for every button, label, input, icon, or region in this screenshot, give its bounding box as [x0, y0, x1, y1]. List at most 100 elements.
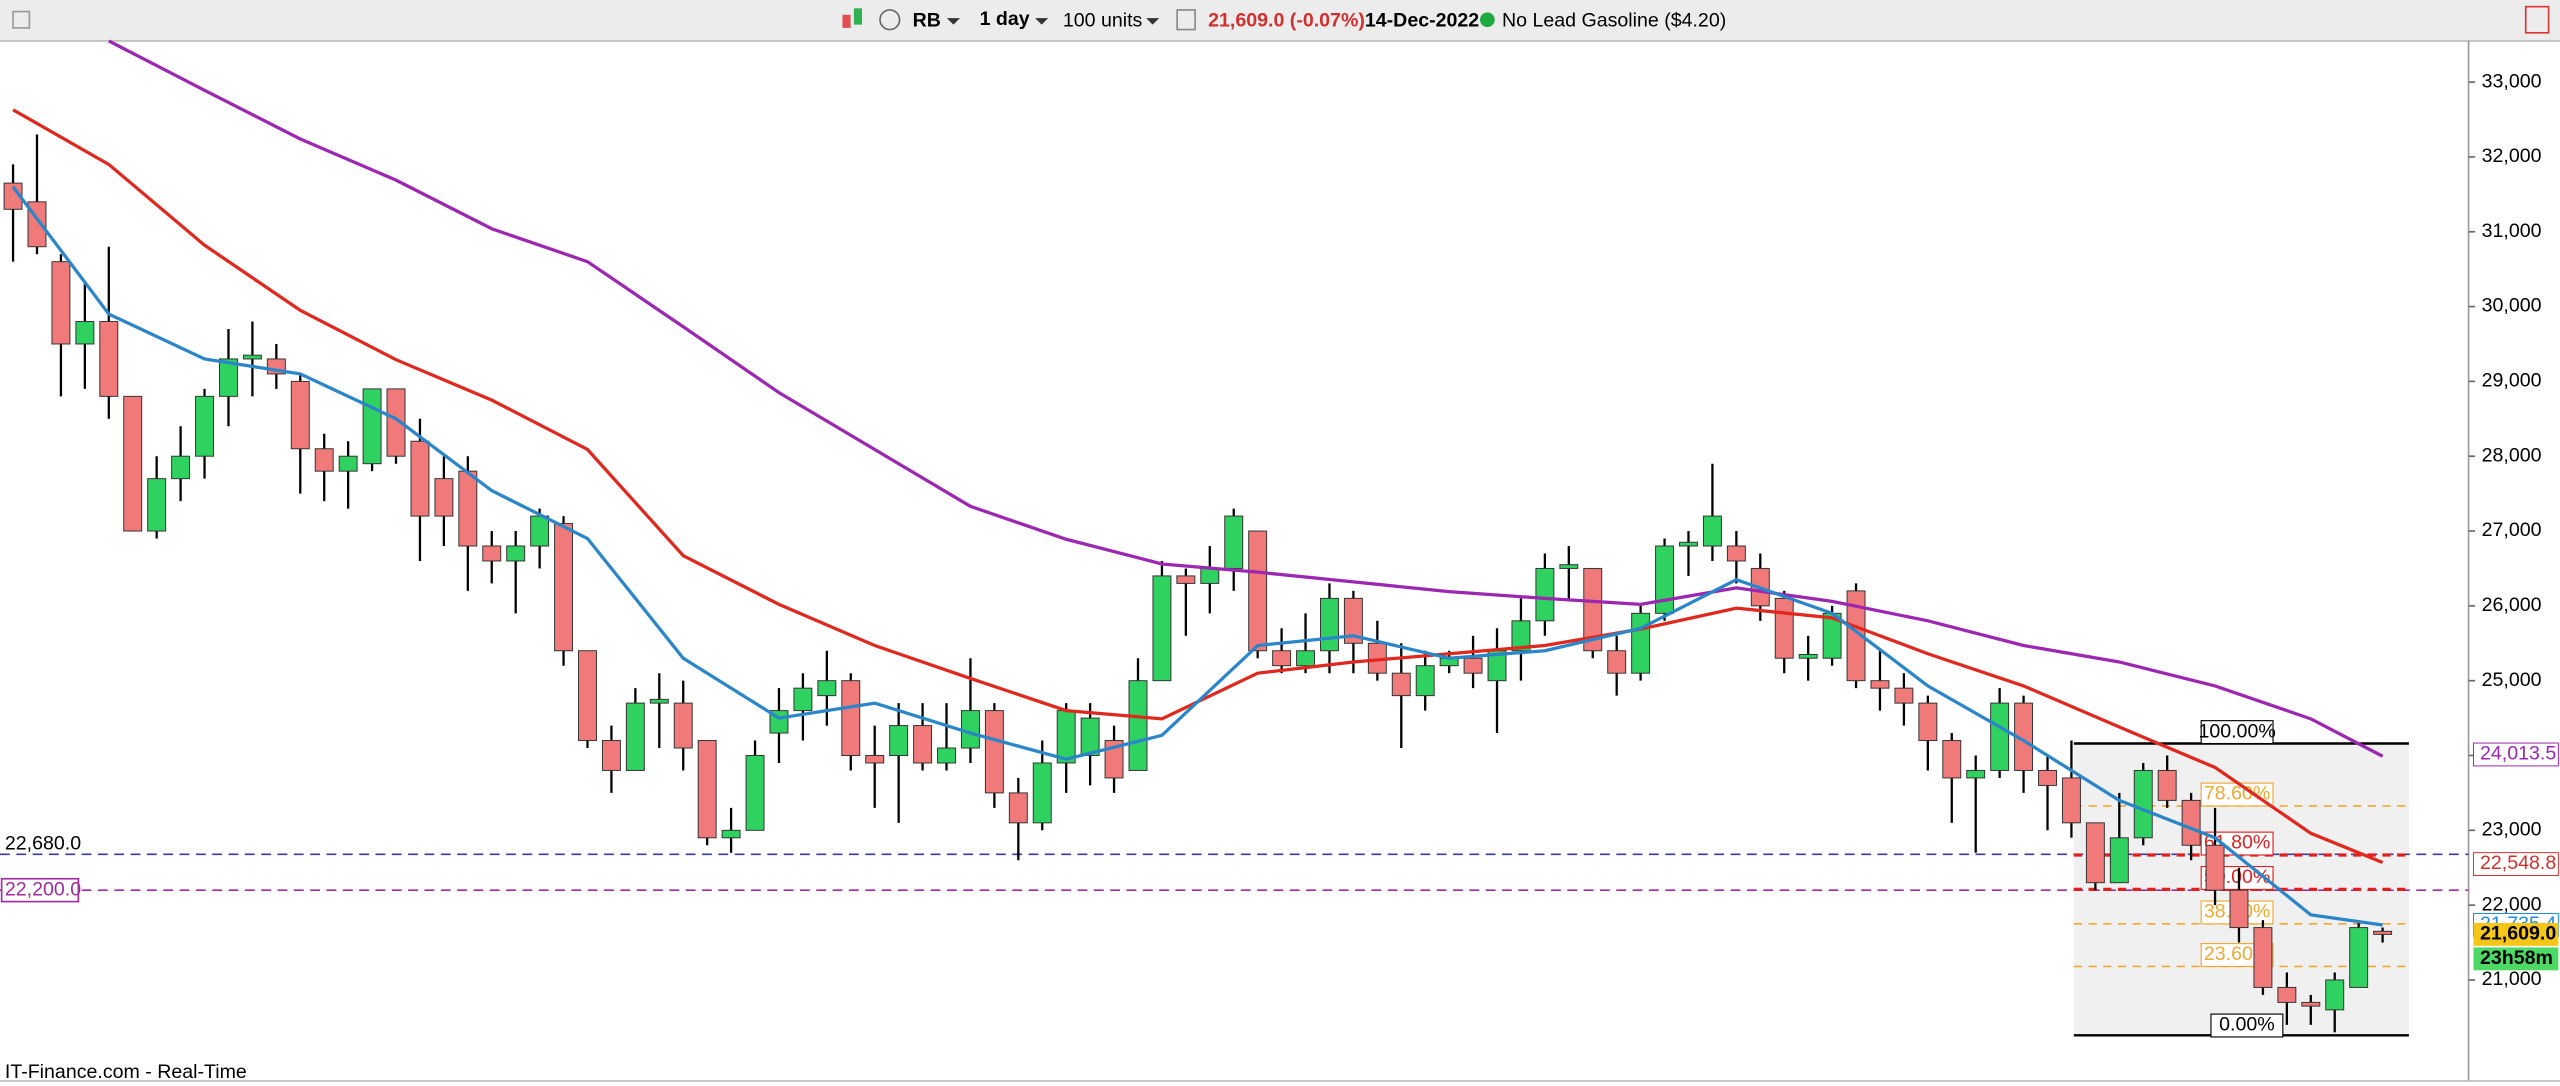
period[interactable]: 1 day — [980, 8, 1030, 30]
candle-body — [2181, 799, 2201, 846]
y-tick-label: 23,000 — [2482, 818, 2542, 840]
candle-body — [2325, 979, 2345, 1011]
dropdown[interactable] — [946, 18, 960, 25]
candle-body — [1655, 545, 1675, 614]
y-tick-label: 25,000 — [2482, 669, 2542, 691]
level-label: 22,200.0 — [5, 878, 81, 900]
fib-label-box — [2210, 1013, 2284, 1038]
y-tick-label: 21,000 — [2482, 968, 2542, 990]
y-tick-label: 26,000 — [2482, 594, 2542, 616]
candle-body — [554, 523, 574, 652]
countdown-box — [2473, 947, 2559, 971]
candle-body — [386, 388, 406, 457]
y-tick-label: 33,000 — [2482, 70, 2542, 92]
candle-body — [1798, 653, 1818, 659]
price-tag — [2473, 922, 2559, 946]
candle-body — [2109, 837, 2129, 884]
fib-label-box — [2200, 720, 2274, 745]
candle-body — [1774, 597, 1794, 659]
candle-body — [123, 395, 143, 532]
candle-body — [1176, 575, 1196, 584]
candle-body — [697, 740, 717, 839]
candle-body — [865, 755, 885, 764]
dropdown[interactable] — [1146, 18, 1160, 25]
moving-average — [12, 108, 2384, 864]
candle-body — [1942, 740, 1962, 779]
candle-body — [937, 747, 956, 764]
info-icon[interactable] — [1176, 9, 1196, 31]
indicator-icon[interactable] — [879, 9, 901, 31]
candle-body — [1870, 680, 1890, 689]
candle-body — [1511, 620, 1531, 652]
candle-body — [530, 515, 550, 547]
chart-type-icon[interactable] — [842, 8, 863, 28]
candle-body — [51, 261, 71, 345]
plot-area: 21,00022,00023,00024,00025,00026,00027,0… — [0, 39, 2559, 1038]
candle-body — [171, 455, 191, 480]
level-label: 22,680.0 — [5, 833, 81, 855]
candle-body — [1990, 702, 2010, 771]
level-label-box — [0, 877, 80, 903]
countdown: 23h58m — [2480, 947, 2553, 969]
price-tag — [2472, 852, 2559, 876]
candle-body — [1966, 769, 1986, 779]
candle-body — [506, 545, 526, 562]
status-dot — [1480, 12, 1495, 28]
candle-body — [2349, 927, 2369, 988]
candle-body — [601, 740, 621, 771]
symbol[interactable]: RB — [913, 10, 941, 32]
candle-body — [721, 829, 741, 839]
candle-body — [889, 725, 909, 756]
candle-body — [2061, 777, 2081, 824]
candle-body — [984, 710, 1004, 794]
price-tag — [2472, 742, 2559, 767]
y-tick-label: 32,000 — [2482, 145, 2542, 167]
candle-body — [1631, 612, 1651, 674]
candle-body — [75, 321, 95, 345]
candle-body — [242, 354, 262, 360]
date: 14-Dec-2022 — [1365, 10, 1479, 32]
window-icon[interactable] — [12, 10, 31, 29]
toolbar — [0, 0, 2560, 41]
dropdown[interactable] — [1035, 18, 1049, 25]
candle-body — [147, 478, 167, 532]
candle-body — [1248, 530, 1268, 652]
candle-body — [793, 687, 813, 712]
moving-average — [108, 39, 2384, 758]
candle-body — [2301, 1001, 2321, 1007]
candle-body — [673, 702, 693, 749]
units[interactable]: 100 units — [1063, 10, 1143, 32]
candle-body — [2373, 930, 2393, 935]
candle-body — [1607, 650, 1627, 674]
price-tag-label: 24,013.5 — [2480, 743, 2556, 765]
candle-body — [2229, 889, 2249, 929]
candle-body — [1535, 567, 1555, 622]
candle-body — [1152, 575, 1172, 682]
candle-body — [2157, 769, 2177, 801]
candle-body — [960, 710, 980, 749]
fib-label: 78.60% — [2204, 783, 2270, 805]
candle-body — [1583, 567, 1603, 652]
candle-body — [1702, 515, 1722, 547]
app-icon[interactable] — [2524, 5, 2550, 34]
candle-body — [1128, 680, 1148, 771]
candle-body — [625, 702, 645, 771]
candle-body — [1918, 702, 1938, 742]
candle-body — [195, 395, 215, 457]
candle-body — [1296, 650, 1316, 667]
candle-body — [458, 470, 478, 547]
candle-body — [290, 380, 310, 450]
candle-body — [913, 725, 933, 764]
fib-label: 100.00% — [2198, 720, 2275, 742]
candle-body — [2253, 927, 2273, 988]
candle-body — [1726, 545, 1746, 562]
candle-body — [219, 358, 238, 397]
candle-body — [2205, 844, 2225, 891]
candle-body — [1200, 567, 1220, 584]
instrument: No Lead Gasoline ($4.20) — [1502, 10, 1726, 32]
candle-body — [1463, 657, 1483, 674]
candle-body — [1846, 590, 1866, 682]
candle-body — [841, 680, 861, 756]
candle-body — [99, 321, 119, 397]
candle-body — [649, 698, 669, 704]
